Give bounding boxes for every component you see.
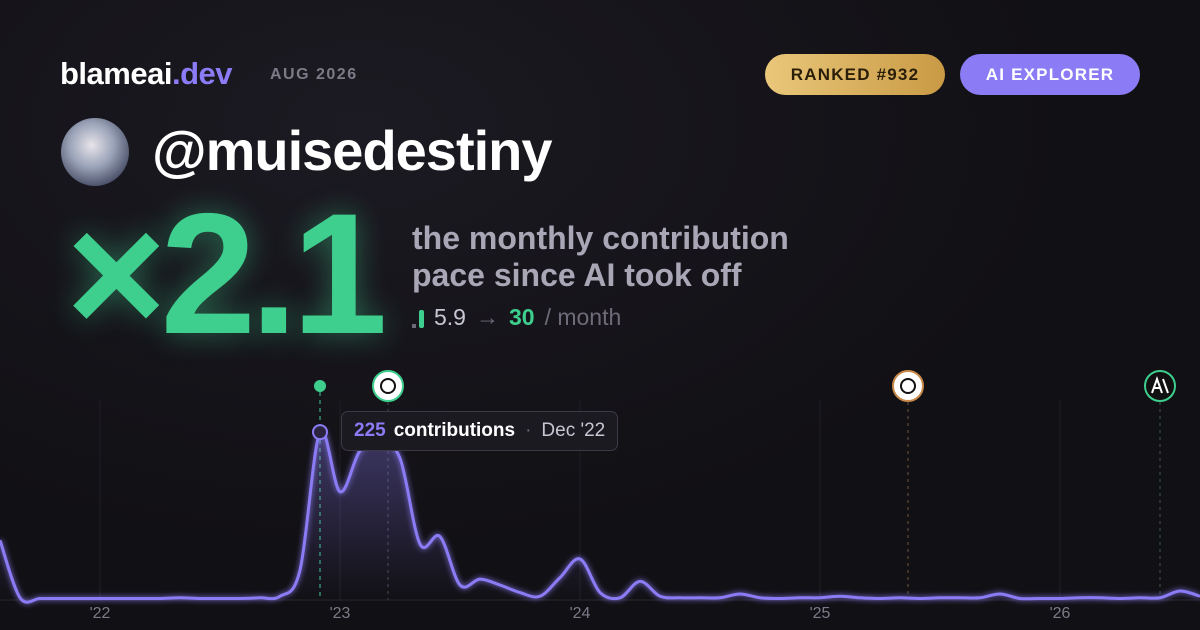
multiplier: ×2.1 [66, 178, 388, 370]
pace: 5.9 → 30 / month [412, 304, 621, 331]
caption-line: the monthly contribution [412, 220, 789, 256]
area [0, 430, 1200, 603]
x-tick-label: '22 [90, 605, 111, 622]
caption: the monthly contribution pace since AI t… [412, 220, 789, 294]
x-tick-label: '26 [1050, 605, 1071, 622]
brand: blameai.dev [60, 56, 232, 92]
openai-icon [892, 370, 924, 402]
tooltip-value: 225 [354, 420, 386, 441]
openai-icon [372, 370, 404, 402]
pace-after: 30 [508, 304, 535, 330]
tooltip-label: contributions [393, 420, 516, 441]
x-tick-label: '25 [810, 605, 831, 622]
pace-arrow: → [475, 304, 499, 330]
pace-unit: / month [544, 304, 622, 330]
pace-icon [412, 308, 424, 328]
x-tick-label: '24 [570, 605, 591, 622]
anthropic-icon [1144, 370, 1176, 402]
tooltip-separator: · [525, 420, 532, 441]
event-dot [314, 380, 326, 392]
avatar [61, 118, 129, 186]
line [0, 429, 1200, 604]
brand-tld: .dev [171, 56, 233, 91]
tooltip: 225 contributions · Dec '22 [341, 411, 619, 451]
tier-badge: AI EXPLORER [960, 54, 1140, 95]
caption-line: pace since AI took off [412, 257, 742, 293]
highlight-point [312, 424, 328, 441]
brand-name: blameai [60, 56, 172, 91]
x-tick-label: '23 [330, 605, 351, 622]
tooltip-date: Dec '22 [541, 420, 606, 441]
handle: @muisedestiny [152, 119, 553, 182]
rank-badge: RANKED #932 [765, 54, 945, 95]
pace-before: 5.9 [434, 304, 466, 330]
date: AUG 2026 [270, 66, 358, 83]
